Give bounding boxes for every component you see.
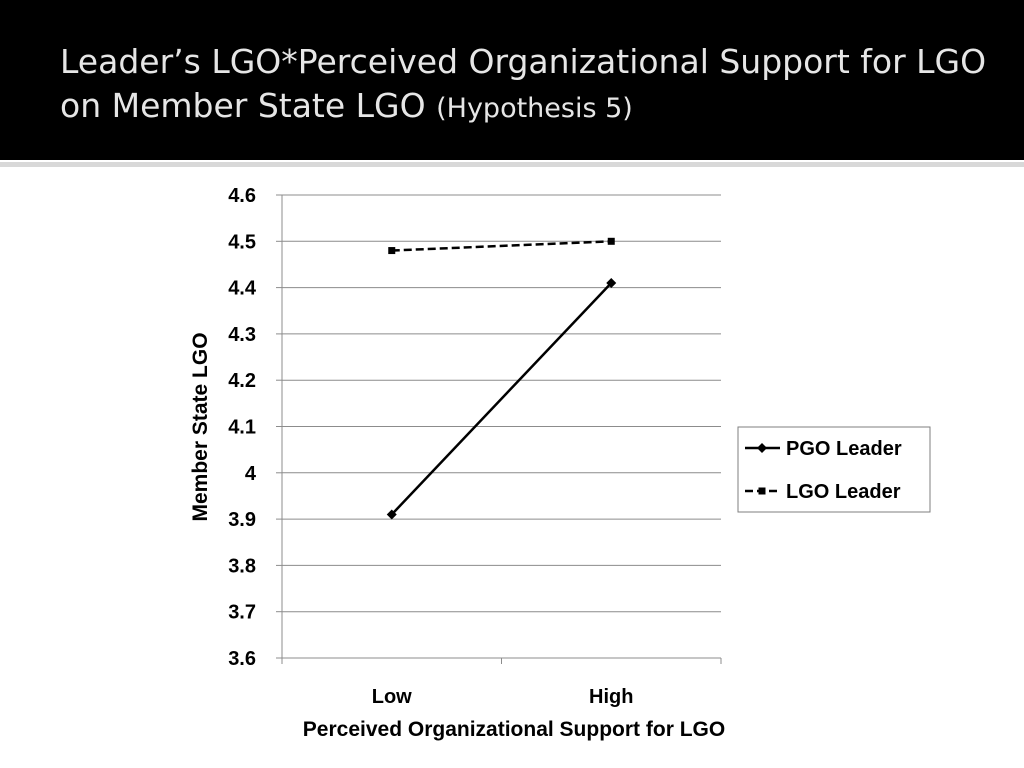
data-point-diamond [757, 443, 767, 453]
x-category-label: High [589, 686, 633, 708]
data-point-diamond [386, 509, 397, 520]
legend-label: LGO Leader [786, 481, 901, 503]
axes: 4.6 4.5 4.4 4.3 4.2 4.1 4 3.9 3.8 3.7 3.6 Low High [228, 185, 722, 708]
data-point-square [607, 237, 615, 245]
header-divider [0, 162, 1024, 167]
y-tick-label: 4 [245, 463, 257, 485]
slide-title: Leader’s LGO*Perceived Organizational Su… [60, 40, 1000, 131]
y-tick-label: 4.5 [228, 231, 256, 253]
y-tick-label: 3.8 [228, 555, 256, 577]
y-tick-label: 3.9 [228, 509, 256, 531]
y-tick-label: 3.7 [228, 602, 256, 624]
data-point-square [758, 487, 766, 495]
gridlines [282, 194, 721, 659]
y-tick-label: 3.6 [228, 648, 256, 670]
slide-header: Leader’s LGO*Perceived Organizational Su… [0, 0, 1024, 160]
y-axis-title: Member State LGO [189, 332, 212, 521]
y-tick-label: 4.4 [228, 278, 257, 300]
series-line [390, 282, 613, 516]
legend-label: PGO Leader [786, 438, 902, 460]
series-line [391, 240, 612, 252]
y-tick-label: 4.2 [228, 370, 256, 392]
legend: PGO Leader LGO Leader [737, 426, 931, 513]
y-tick-label: 4.6 [228, 185, 256, 207]
series-group [386, 237, 617, 520]
y-tick-label: 4.1 [228, 417, 256, 439]
data-point-diamond [606, 277, 617, 288]
slide-title-main: Leader’s LGO*Perceived Organizational Su… [60, 42, 987, 125]
x-axis-title: Perceived Organizational Support for LGO [303, 718, 725, 741]
data-point-square [388, 247, 396, 255]
slide-title-sub: (Hypothesis 5) [436, 93, 633, 124]
y-tick-label: 4.3 [228, 324, 256, 346]
x-category-label: Low [372, 686, 412, 708]
legend-box [737, 426, 931, 513]
